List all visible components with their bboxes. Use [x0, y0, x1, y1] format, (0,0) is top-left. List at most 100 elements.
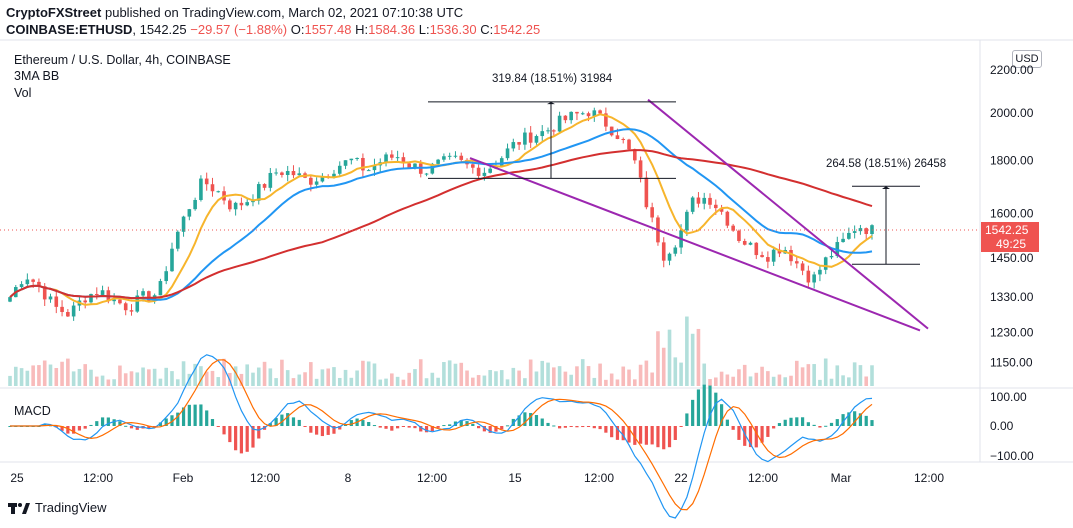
candle-body [650, 207, 654, 218]
volume-bar [627, 369, 631, 386]
macd-tick-label: 0.00 [990, 419, 1014, 433]
volume-bar [459, 362, 464, 386]
macd-histogram-bar [789, 417, 793, 426]
candle-body [320, 176, 325, 182]
candle-body [384, 154, 388, 163]
macd-histogram-bar [384, 426, 388, 429]
volume-bar [54, 368, 59, 386]
volume-bar [552, 367, 556, 386]
macd-histogram-bar [268, 423, 272, 426]
volume-bar [604, 379, 608, 386]
volume-bar [42, 360, 47, 386]
target-arrow-head [882, 186, 890, 189]
quote-line: COINBASE:ETHUSD, 1542.25 −29.57 (−1.88%)… [6, 22, 541, 37]
macd-histogram-bar [633, 426, 637, 445]
macd-histogram-bar [505, 425, 510, 427]
macd-histogram-bar [598, 426, 602, 430]
candle-body [604, 113, 608, 127]
macd-histogram-bar [610, 426, 614, 438]
time-tick-label: 12:00 [250, 471, 280, 485]
candle-body [760, 255, 764, 258]
volume-bar [540, 360, 545, 386]
close-value: 1542.25 [493, 22, 541, 37]
volume-bar [696, 328, 701, 386]
macd-histogram-bar [517, 415, 521, 426]
indicator-vol[interactable]: Vol [14, 86, 32, 100]
volume-bar [673, 357, 678, 386]
macd-histogram-bar [378, 426, 382, 428]
macd-histogram-bar [841, 414, 845, 426]
macd-histogram-bar [199, 404, 203, 426]
volume-bar [864, 376, 869, 386]
price-tag [981, 222, 1039, 252]
macd-histogram-bar [546, 422, 550, 426]
candle-body [511, 142, 516, 149]
volume-bar [494, 371, 498, 386]
candle-body [748, 242, 753, 245]
macd-histogram-bar [777, 423, 782, 426]
candle-body [233, 202, 238, 210]
macd-histogram-bar [534, 415, 539, 426]
candle-body [355, 157, 359, 159]
price-change: −29.57 (−1.88%) [190, 22, 288, 37]
volume-bar [644, 360, 649, 386]
price-tick-label: 2000.00 [990, 106, 1034, 120]
volume-bar [25, 370, 30, 386]
volume-bar [661, 347, 666, 386]
macd-histogram-bar [783, 419, 787, 426]
candle-body [245, 202, 249, 206]
candle-body [586, 113, 591, 117]
low-value: 1536.30 [429, 22, 477, 37]
wedge-upper-line [647, 98, 929, 330]
candle-body [505, 148, 510, 159]
macd-histogram-bar [621, 426, 625, 441]
volume-bar [656, 331, 660, 386]
candle-body [19, 284, 24, 288]
macd-histogram-bar [858, 413, 863, 426]
volume-bar [447, 360, 452, 386]
volume-bar [314, 378, 319, 386]
macd-histogram-bar [239, 426, 244, 454]
candle-body [285, 171, 290, 175]
volume-bar [800, 367, 805, 386]
volume-bar [650, 372, 654, 386]
indicator-macd[interactable]: MACD [14, 404, 51, 418]
tradingview-logo[interactable]: TradingView [8, 500, 107, 515]
volume-bar [563, 371, 568, 386]
volume-bar [210, 370, 215, 386]
volume-bar [731, 376, 735, 386]
volume-bar [106, 379, 111, 386]
volume-bar [766, 371, 770, 386]
candle-body [841, 238, 845, 243]
candle-body [372, 165, 377, 171]
macd-histogram-bar [176, 412, 180, 426]
publish-text: published on TradingView.com, March 02, … [104, 5, 464, 20]
macd-histogram-bar [257, 426, 261, 439]
publisher-name[interactable]: CryptoFXStreet [6, 5, 102, 20]
volume-bar [442, 362, 446, 386]
currency-button[interactable]: USD [1012, 50, 1042, 68]
macd-histogram-bar [72, 426, 76, 434]
macd-histogram-bar [315, 426, 319, 435]
volume-bar [499, 370, 504, 386]
macd-histogram-bar [181, 407, 186, 426]
time-tick-label: 12:00 [584, 471, 614, 485]
candle-body [847, 232, 851, 239]
macd-histogram-bar [83, 426, 87, 429]
macd-histogram-bar [667, 426, 672, 448]
candle-body [812, 274, 816, 283]
indicator-bb[interactable]: 3MA BB [14, 69, 60, 83]
macd-histogram-bar [662, 426, 666, 450]
macd-tick-label: 100.00 [990, 390, 1027, 404]
volume-bar [586, 366, 591, 386]
volume-bar [158, 378, 163, 386]
candle-body [332, 173, 336, 178]
volume-bar [471, 377, 475, 386]
macd-histogram-bar [748, 426, 753, 448]
candle-body [175, 231, 180, 249]
volume-bar [280, 359, 284, 386]
candle-body [413, 163, 417, 168]
macd-histogram-bar [361, 420, 365, 426]
candle-body [638, 160, 643, 178]
